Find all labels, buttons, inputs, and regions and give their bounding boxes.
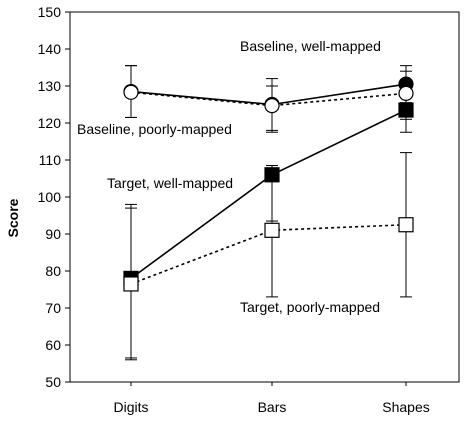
x-tick-label: Bars [258, 399, 287, 415]
y-tick-label: 100 [38, 189, 62, 205]
data-point-2-2 [398, 102, 414, 118]
y-axis-title: Score [5, 198, 21, 237]
chart-axes: 50 60 70 80 90 100 110 120 130 140 150 Digits Bars Sh… [38, 4, 460, 415]
series-label-target-poorly-mapped: Target, poorly-mapped [240, 299, 380, 315]
series-label-baseline-well-mapped: Baseline, well-mapped [240, 38, 381, 54]
series-labels: Baseline, well-mapped Baseline, poorly-m… [77, 38, 381, 315]
y-tick-label: 120 [38, 115, 62, 131]
y-tick-label: 110 [39, 152, 62, 168]
data-point-3-2 [398, 217, 414, 233]
data-point-1-1 [264, 98, 280, 114]
y-tick-label: 140 [38, 41, 62, 57]
data-point-2-1 [264, 167, 280, 183]
data-point-3-0 [123, 276, 139, 292]
data-point-3-1 [264, 222, 280, 238]
y-tick-label: 130 [38, 78, 62, 94]
y-tick-label: 50 [45, 374, 61, 390]
x-tick-label: Shapes [382, 399, 429, 415]
data-point-1-2 [398, 85, 414, 102]
y-tick-label: 90 [45, 226, 61, 242]
plot-frame [69, 11, 460, 383]
series-label-target-well-mapped: Target, well-mapped [107, 175, 233, 191]
x-tick-label: Digits [113, 399, 148, 415]
data-markers [123, 76, 414, 292]
y-tick-label: 80 [45, 263, 61, 279]
data-point-1-0 [123, 84, 139, 100]
y-tick-label: 70 [45, 300, 61, 316]
series-label-baseline-poorly-mapped: Baseline, poorly-mapped [77, 121, 232, 137]
y-tick-label: 150 [38, 4, 62, 20]
y-tick-label: 60 [45, 337, 61, 353]
